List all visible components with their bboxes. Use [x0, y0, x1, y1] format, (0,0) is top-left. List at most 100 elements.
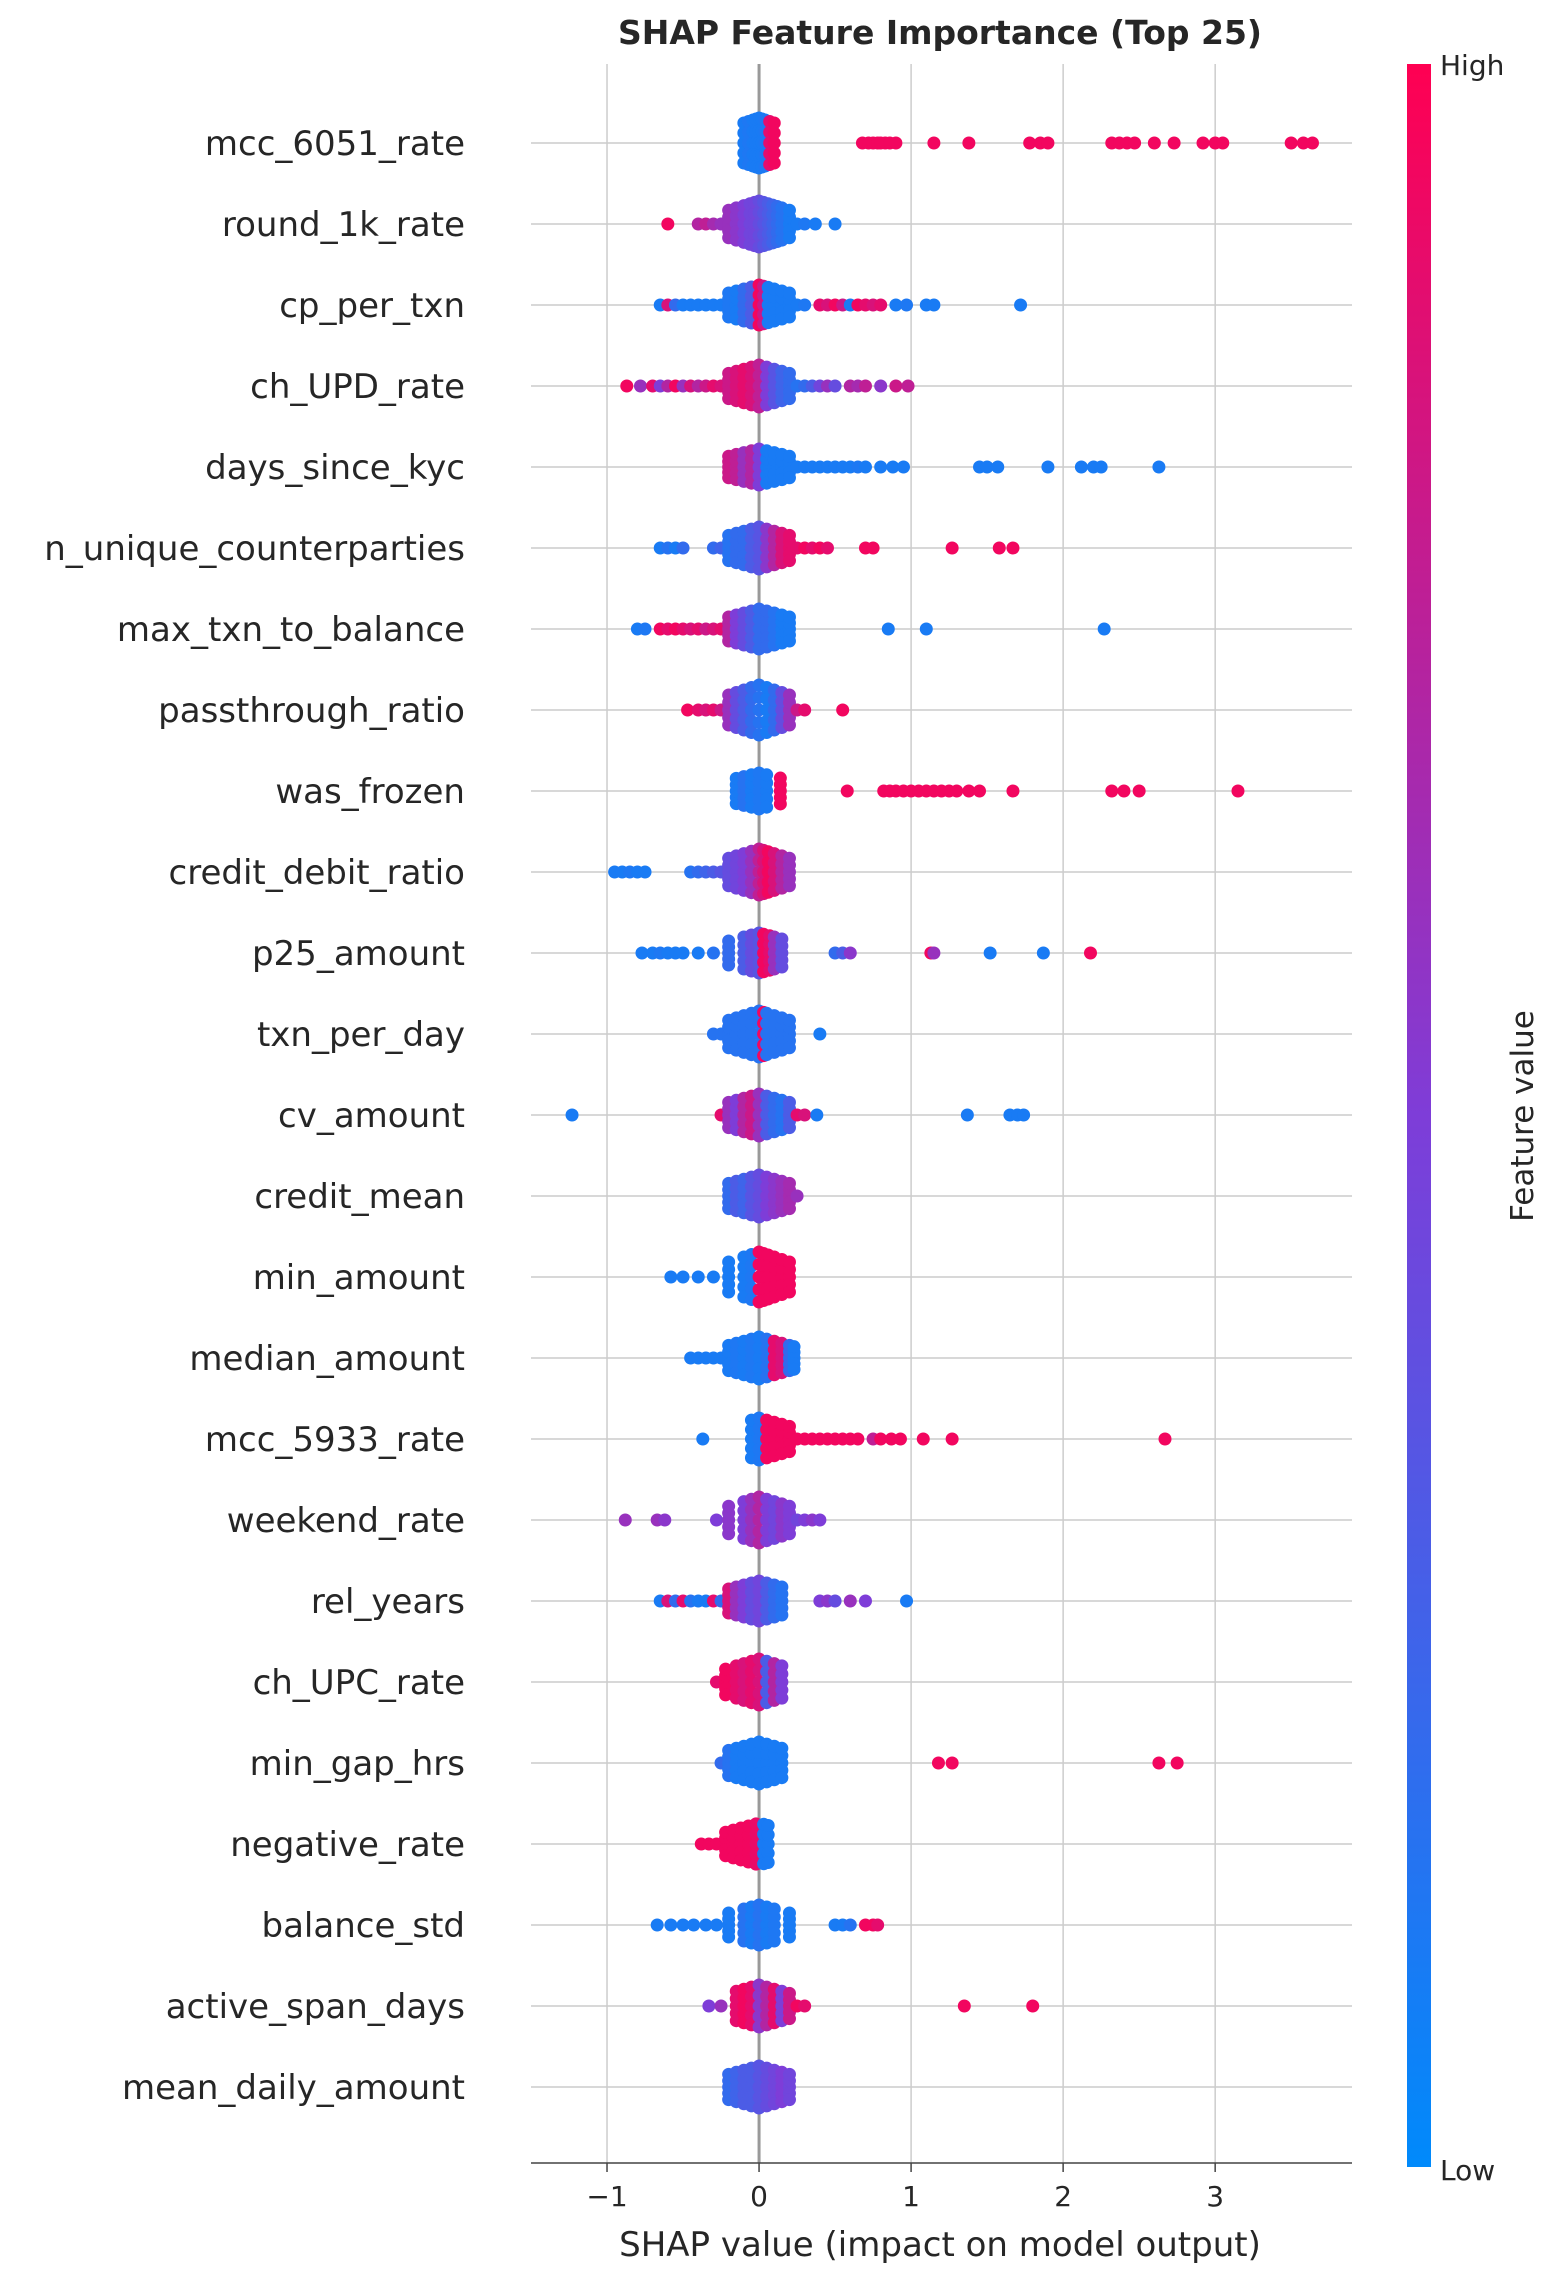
shap-point: [874, 379, 888, 393]
feature-label: credit_mean: [254, 1177, 465, 1217]
shap-point: [843, 946, 857, 960]
shap-point: [767, 126, 781, 140]
shap-point: [767, 1934, 781, 1948]
shap-point: [691, 1270, 705, 1284]
x-axis-label: SHAP value (impact on model output): [619, 2225, 1261, 2265]
shap-point: [787, 1340, 801, 1354]
shap-point: [1216, 136, 1230, 150]
shap-point: [1041, 460, 1055, 474]
shap-point: [681, 703, 695, 717]
shap-point: [820, 541, 834, 555]
shap-point: [676, 1918, 690, 1932]
feature-label: mcc_6051_rate: [205, 124, 465, 164]
feature-points-cv_amount: [565, 1087, 1031, 1143]
feature-points-ch_UPC_rate: [709, 1652, 789, 1712]
colorbar-low-label: Low: [1440, 2154, 1495, 2187]
shap-point: [782, 1285, 796, 1299]
feature-label: txn_per_day: [257, 1015, 465, 1055]
shap-point: [761, 1855, 775, 1869]
feature-points-max_txn_to_balance: [630, 602, 1111, 656]
feature-points-txn_per_day: [706, 1004, 827, 1064]
shap-point: [992, 541, 1006, 555]
feature-labels: mcc_6051_rate round_1k_rate cp_per_txn ch_U…: [44, 124, 465, 2108]
feature-points-ch_UPD_rate: [620, 358, 915, 414]
shap-point: [709, 1918, 723, 1932]
feature-points-p25_amount: [635, 926, 1097, 980]
shap-point: [881, 622, 895, 636]
shap-point: [1231, 784, 1245, 798]
shap-point: [782, 1013, 796, 1027]
shap-point: [991, 460, 1005, 474]
feature-points-min_gap_hrs: [714, 1735, 1184, 1791]
shap-point: [775, 1659, 789, 1673]
shap-point: [773, 797, 787, 811]
feature-label: negative_rate: [230, 1825, 465, 1865]
shap-point: [719, 1688, 733, 1702]
shap-point: [782, 203, 796, 217]
feature-points-was_frozen: [729, 766, 1245, 816]
feature-label: cv_amount: [278, 1096, 465, 1136]
shap-point: [775, 1771, 789, 1785]
shap-point: [722, 1499, 736, 1513]
shap-point: [858, 379, 872, 393]
shap-point: [828, 379, 842, 393]
shap-point: [782, 634, 796, 648]
shap-point: [843, 1918, 857, 1932]
shap-point: [983, 946, 997, 960]
shap-point: [706, 946, 720, 960]
shap-point: [858, 460, 872, 474]
shap-point: [957, 1999, 971, 2013]
shap-point: [919, 622, 933, 636]
shap-point: [1305, 136, 1319, 150]
feature-label: cp_per_txn: [279, 286, 465, 326]
feature-label: passthrough_ratio: [158, 691, 465, 731]
shap-point: [767, 146, 781, 160]
shap-point: [782, 1499, 796, 1513]
shap-point: [798, 1108, 812, 1122]
shap-point: [722, 934, 736, 948]
shap-point: [722, 1527, 736, 1541]
feature-points-mcc_6051_rate: [737, 111, 1319, 175]
shap-point: [1296, 136, 1310, 150]
shap-point: [661, 217, 675, 231]
shap-point: [813, 1027, 827, 1041]
shap-point: [620, 379, 634, 393]
shap-point: [927, 298, 941, 312]
shap-point: [782, 231, 796, 245]
shap-point: [1105, 784, 1119, 798]
colorbar-axis-label: Feature value: [1505, 1010, 1541, 1222]
shap-point: [782, 2012, 796, 2026]
shap-point: [874, 1432, 888, 1446]
shap-point: [782, 1121, 796, 1135]
shap-point: [782, 554, 796, 568]
feature-points-active_span_days: [702, 1978, 1040, 2034]
shap-point: [638, 865, 652, 879]
shap-point: [782, 449, 796, 463]
shap-point: [1036, 946, 1050, 960]
shap-point: [664, 1918, 678, 1932]
feature-label: ch_UPD_rate: [250, 367, 465, 407]
shap-point: [782, 1986, 796, 2000]
shap-point: [1074, 460, 1088, 474]
shap-point: [1014, 298, 1028, 312]
x-tick-label: 3: [1206, 2180, 1224, 2213]
shap-point: [889, 136, 903, 150]
shap-point: [696, 1432, 710, 1446]
shap-point: [676, 946, 690, 960]
shap-point: [843, 1594, 857, 1608]
feature-label: credit_debit_ratio: [169, 853, 465, 893]
shap-point: [840, 784, 854, 798]
shap-point: [760, 800, 774, 814]
shap-point: [782, 1095, 796, 1109]
shap-point: [782, 1255, 796, 1269]
shap-point: [950, 784, 964, 798]
shap-point: [782, 471, 796, 485]
feature-label: mean_daily_amount: [122, 2068, 465, 2108]
shap-point: [884, 1432, 898, 1446]
shap-point: [1006, 784, 1020, 798]
feature-label: ch_UPC_rate: [253, 1663, 465, 1703]
shap-point: [900, 298, 914, 312]
shap-point: [722, 1285, 736, 1299]
shap-point: [714, 1999, 728, 2013]
feature-points-mean_daily_amount: [722, 2059, 796, 2115]
